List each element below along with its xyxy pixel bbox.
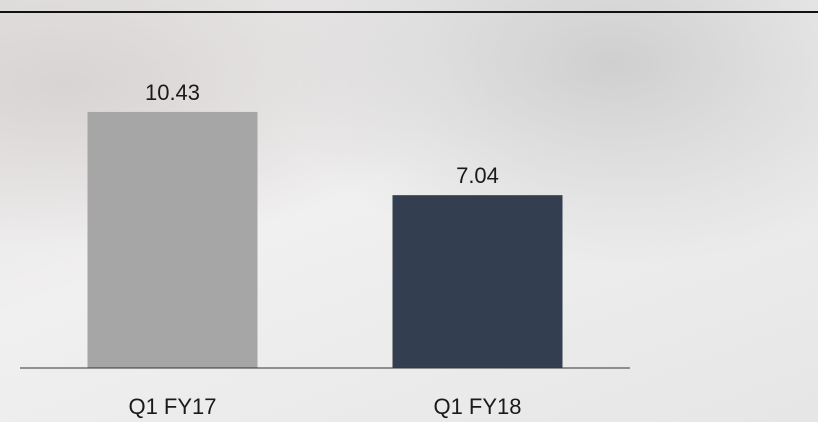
value-label: 7.04	[456, 163, 499, 188]
bar	[392, 195, 563, 368]
value-label: 10.43	[145, 80, 200, 105]
x-tick-label: Q1 FY18	[433, 394, 521, 419]
x-tick-label: Q1 FY17	[128, 394, 216, 419]
bar	[87, 111, 258, 369]
